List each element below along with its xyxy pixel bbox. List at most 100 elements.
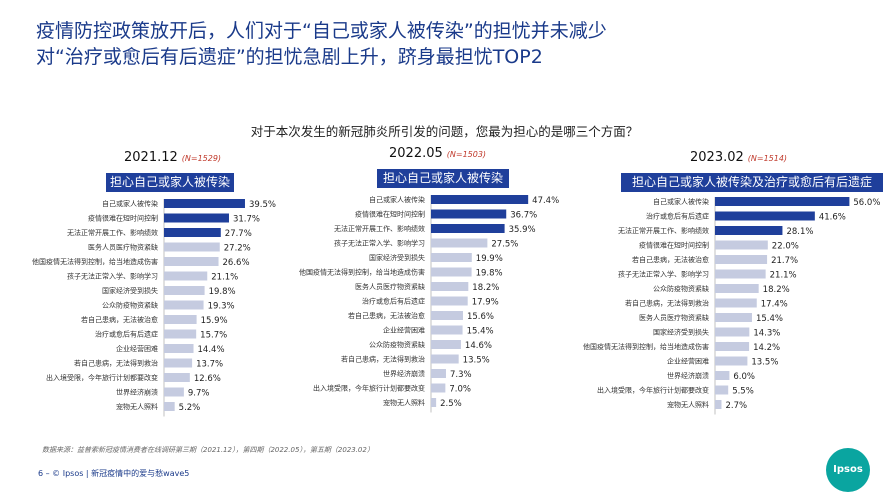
value-label: 21.1% [211,273,238,283]
value-label: 15.9% [201,316,228,326]
bar [431,369,446,378]
category-label: 出入境受限，今年旅行计划都要改变 [313,384,425,393]
category-label: 若自己患病，无法被治愈 [81,315,158,324]
bar [164,373,190,382]
value-label: 2.5% [440,399,462,409]
value-label: 9.7% [188,389,210,399]
category-label: 医务人员医疗物资紧缺 [355,282,425,291]
category-label: 疫情很难在短时间控制 [88,214,158,223]
bar [164,228,221,237]
value-label: 12.6% [194,374,221,384]
bar [715,197,849,206]
value-label: 14.6% [465,341,492,351]
bar [715,241,768,250]
category-label: 自己或家人被传染 [369,195,425,204]
value-label: 19.9% [476,254,503,264]
bar [715,212,815,221]
bar [715,386,728,395]
category-label: 宠物无人照料 [116,402,158,411]
bar [431,326,463,335]
bar [164,199,245,208]
bar [164,388,184,397]
bar-chart-2023.02: 自己或家人被传染 56.0% 治疗或愈后有后遗症 41.6% 无法正常开展工作、影响绩效… [583,197,880,415]
bar [715,400,721,409]
value-label: 5.5% [732,387,754,397]
category-label: 无法正常开展工作、影响绩效 [334,224,425,233]
category-label: 若自己患病，无法被治愈 [348,311,425,320]
bar [164,344,194,353]
value-label: 17.9% [472,298,499,308]
value-label: 28.1% [786,227,813,237]
category-label: 公众防疫物资紧缺 [369,340,425,349]
category-label: 他国疫情无法得到控制，给当地造成伤害 [299,268,425,277]
value-label: 22.0% [772,242,799,252]
category-label: 世界经济崩溃 [116,388,158,397]
bar [715,270,766,279]
category-label: 若自己患病，无法得到救治 [74,359,158,368]
category-label: 无法正常开展工作、影响绩效 [67,228,158,237]
category-label: 企业经营困难 [383,326,425,335]
value-label: 15.7% [200,331,227,341]
value-label: 19.3% [208,302,235,312]
bar [431,398,436,407]
bar [715,357,747,366]
bar [431,195,528,204]
category-label: 疫情很难在短时间控制 [355,210,425,219]
category-label: 宠物无人照料 [667,400,709,409]
value-label: 14.3% [753,329,780,339]
category-label: 若自己患病，无法得到救治 [625,299,709,308]
category-label: 自己或家人被传染 [102,199,158,208]
bar [431,268,472,277]
value-label: 7.3% [450,370,472,380]
page-footer: 6 – © Ipsos | 新冠疫情中的爱与愁wave5 [38,468,189,479]
category-label: 企业经营困难 [116,344,158,353]
bar [431,239,487,248]
value-label: 41.6% [819,213,846,223]
bar [164,243,220,252]
category-label: 国家经济受到损失 [369,253,425,262]
value-label: 15.4% [467,327,494,337]
value-label: 27.7% [225,229,252,239]
category-label: 世界经济崩溃 [383,369,425,378]
bar [715,371,729,380]
bar-chart-2022.05: 自己或家人被传染 47.4% 疫情很难在短时间控制 36.7% 无法正常开展工作、影响绩… [299,195,559,413]
bar [431,224,505,233]
value-label: 26.6% [223,258,250,268]
bar [431,355,459,364]
value-label: 18.2% [472,283,499,293]
ipsos-logo: Ipsos [826,448,870,492]
value-label: 56.0% [853,198,880,208]
bar [715,255,767,264]
value-label: 21.7% [771,256,798,266]
bar [715,299,757,308]
bar [164,315,197,324]
category-label: 医务人员医疗物资紧缺 [88,243,158,252]
category-label: 公众防疫物资紧缺 [653,284,709,293]
category-label: 疫情很难在短时间控制 [639,241,709,250]
value-label: 14.4% [198,345,225,355]
value-label: 7.0% [449,385,471,395]
category-label: 他国疫情无法得到控制，给当地造成伤害 [32,257,158,266]
bar-chart-2021.12: 自己或家人被传染 39.5%疫情很难在短时间控制 31.7%无法正常开展工作、影响绩… [32,199,276,417]
value-label: 13.5% [463,356,490,366]
bar [164,257,219,266]
value-label: 31.7% [233,215,260,225]
bar [715,313,752,322]
category-label: 自己或家人被传染 [653,197,709,206]
category-label: 企业经营困难 [667,357,709,366]
bar [715,342,749,351]
bar [164,301,204,310]
category-label: 世界经济崩溃 [667,371,709,380]
bar [431,282,468,291]
bar [164,402,175,411]
category-label: 出入境受限，今年旅行计划都要改变 [46,373,158,382]
value-label: 15.6% [467,312,494,322]
category-label: 无法正常开展工作、影响绩效 [618,226,709,235]
category-label: 孩子无法正常入学、影响学习 [334,239,425,248]
value-label: 13.5% [751,358,778,368]
category-label: 出入境受限，今年旅行计划都要改变 [597,386,709,395]
bar [431,340,461,349]
bar [431,297,468,306]
category-label: 国家经济受到损失 [653,328,709,337]
value-label: 19.8% [476,269,503,279]
